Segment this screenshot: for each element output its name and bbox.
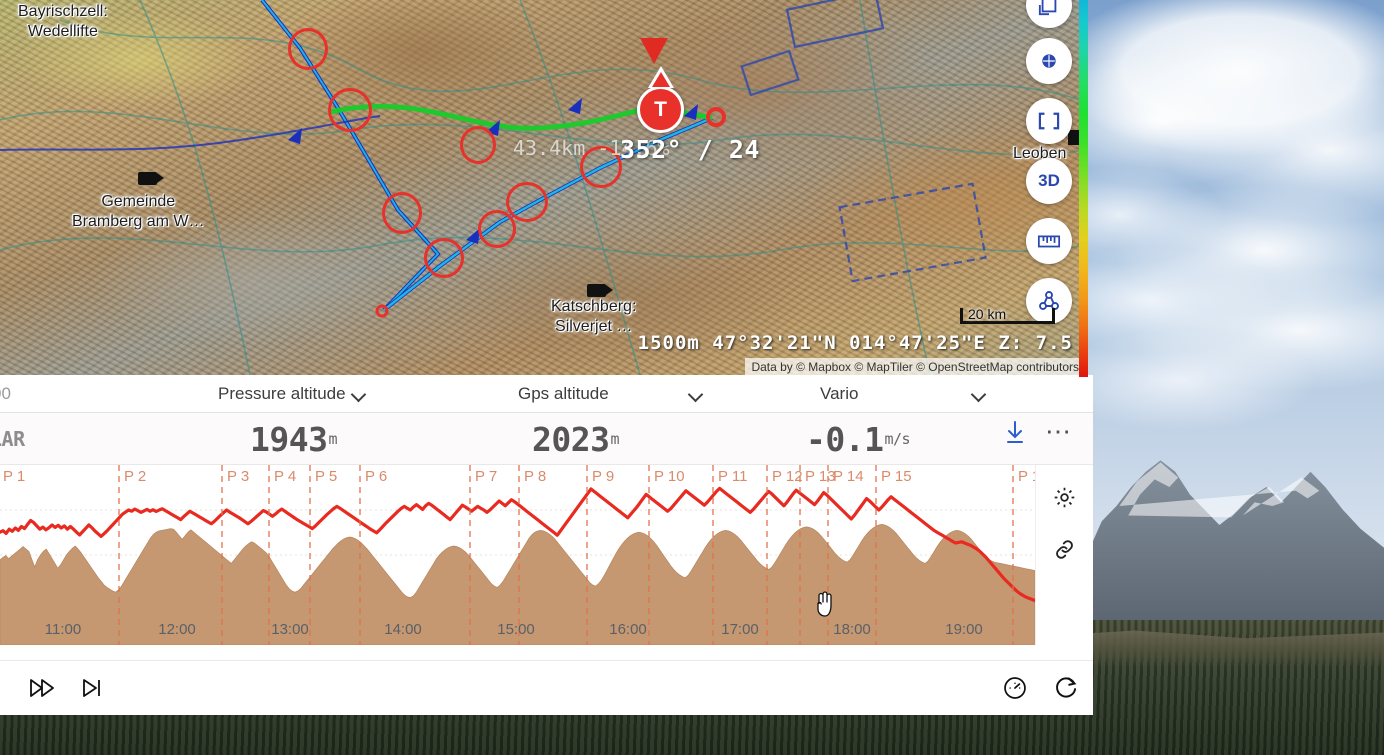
thermal-circle [478, 210, 516, 248]
replay-button[interactable] [1053, 675, 1079, 701]
chart-marker-label[interactable]: P 6 [365, 468, 388, 485]
value-gps-altitude: 2023 m [532, 413, 619, 465]
chart-marker-label[interactable]: P 5 [315, 468, 338, 485]
chart-x-tick-label: 18:00 [833, 621, 871, 638]
thermal-circle [580, 146, 622, 188]
map-control-airspace-icon[interactable] [1026, 278, 1072, 324]
column-header-cut: 00 [0, 375, 11, 413]
chart-marker-label[interactable]: P 9 [592, 468, 615, 485]
value-cut-label: LAR [0, 427, 25, 451]
map-panel[interactable]: Bayrischzell: Wedellifte Gemeinde Brambe… [0, 0, 1085, 375]
chevron-down-icon[interactable] [689, 388, 702, 401]
glider-position-marker[interactable]: T [637, 86, 684, 133]
chart-marker-label[interactable]: P 3 [227, 468, 250, 485]
skip-next-button[interactable] [80, 676, 104, 700]
thermal-circle [424, 238, 464, 278]
chart-x-tick-label: 11:00 [44, 621, 82, 638]
map-control-measure-icon[interactable] [1026, 218, 1072, 264]
chart-marker-label[interactable]: P 4 [274, 468, 297, 485]
graph-header-row: 00 Pressure altitude Gps altitude Vario [0, 375, 1093, 413]
column-header-gps-altitude[interactable]: Gps altitude [518, 375, 702, 413]
speed-gauge-button[interactable] [1002, 675, 1028, 701]
column-header-cut-label: 00 [0, 384, 11, 403]
map-track-overlay [0, 0, 1085, 375]
graph-footer-toolbar[interactable] [0, 660, 1093, 715]
map-control-fullscreen-icon[interactable] [1026, 98, 1072, 144]
value-vario-number: -0.1 [806, 419, 884, 459]
chart-marker-label[interactable]: P 14 [833, 468, 864, 485]
value-vario-unit: m/s [884, 430, 911, 448]
thermal-circle [506, 182, 548, 222]
value-pressure-altitude-unit: m [328, 430, 338, 448]
chart-marker-label[interactable]: P 2 [124, 468, 147, 485]
chart-x-tick-label: 14:00 [384, 621, 422, 638]
column-header-vario[interactable]: Vario [820, 375, 985, 413]
webcam-icon [138, 172, 164, 185]
map-scale-bar [960, 308, 1055, 324]
map-control-locate-icon[interactable] [1026, 38, 1072, 84]
thermal-circle [328, 88, 372, 132]
chart-side-toolbar[interactable] [1035, 465, 1093, 645]
chart-marker-label[interactable]: P 1 [3, 468, 26, 485]
fast-forward-button[interactable] [28, 676, 56, 700]
value-pressure-altitude: 1943 m [250, 413, 337, 465]
chart-marker-label[interactable]: P 11 [718, 468, 748, 485]
chart-marker-label[interactable]: P 8 [524, 468, 547, 485]
webcam-icon [587, 284, 613, 297]
graph-panel[interactable]: 00 Pressure altitude Gps altitude Vario … [0, 375, 1093, 715]
wind-direction-arrow [640, 38, 668, 64]
value-gps-altitude-number: 2023 [532, 419, 610, 459]
chart-x-tick-label: 16:00 [609, 621, 647, 638]
heading-speed-text: 352° / 24 [620, 135, 760, 164]
map-label-bayrischzell: Bayrischzell: Wedellifte [18, 3, 108, 40]
download-icon[interactable] [1003, 420, 1027, 451]
chart-marker-label[interactable]: P 13 [805, 468, 836, 485]
column-header-pressure-altitude[interactable]: Pressure altitude [218, 375, 365, 413]
column-header-vario-label: Vario [820, 384, 859, 403]
map-attribution: Data by © Mapbox © MapTiler © OpenStreet… [745, 358, 1085, 375]
barogram-svg [0, 465, 1035, 645]
map-control-3d-icon[interactable]: 3D [1026, 158, 1072, 204]
chart-unlink-icon[interactable] [1052, 537, 1077, 567]
chart-x-tick-label: 13:00 [271, 621, 309, 638]
column-header-gps-altitude-label: Gps altitude [518, 384, 609, 403]
chart-x-tick-label: 12:00 [158, 621, 196, 638]
more-options-icon[interactable]: ⋯ [1045, 416, 1073, 446]
chart-marker-label[interactable]: P 15 [881, 468, 912, 485]
value-pressure-altitude-number: 1943 [250, 419, 328, 459]
heading-arrow-icon [648, 66, 674, 88]
chart-x-tick-label: 17:00 [721, 621, 759, 638]
chevron-down-icon[interactable] [972, 388, 985, 401]
chart-marker-label[interactable]: P 12 [772, 468, 803, 485]
vario-color-scale-legend [1079, 0, 1088, 377]
thermal-circle [460, 126, 496, 164]
chart-x-tick-label: 19:00 [945, 621, 983, 638]
map-scale-label: 20 km [968, 306, 1007, 322]
chart-marker-label[interactable]: P 10 [654, 468, 685, 485]
map-label-katschberg: Katschberg: Silverjet … [551, 298, 637, 335]
chevron-down-icon[interactable] [352, 388, 365, 401]
value-vario: -0.1 m/s [806, 413, 911, 465]
map-status-bar: 1500m 47°32'21"N 014°47'25"E Z: 7.5 [637, 332, 1073, 354]
glider-marker-label: T [654, 97, 667, 121]
map-label-bramberg: Gemeinde Bramberg am W… [72, 193, 205, 230]
map-label-leoben: Leoben [1013, 145, 1067, 162]
column-header-pressure-altitude-label: Pressure altitude [218, 384, 346, 403]
thermal-circle [382, 192, 422, 234]
value-gps-altitude-unit: m [610, 430, 620, 448]
map-control-layers-icon[interactable] [1026, 0, 1072, 28]
map-control-3d-label: 3D [1038, 171, 1060, 190]
thermal-circle [288, 28, 328, 70]
value-cut: LAR [0, 413, 25, 465]
chart-settings-gear-icon[interactable] [1052, 485, 1077, 515]
graph-values-row: LAR 1943 m 2023 m -0.1 m/s [0, 413, 1093, 465]
chart-marker-label[interactable]: P 7 [475, 468, 498, 485]
chart-x-tick-label: 15:00 [497, 621, 535, 638]
